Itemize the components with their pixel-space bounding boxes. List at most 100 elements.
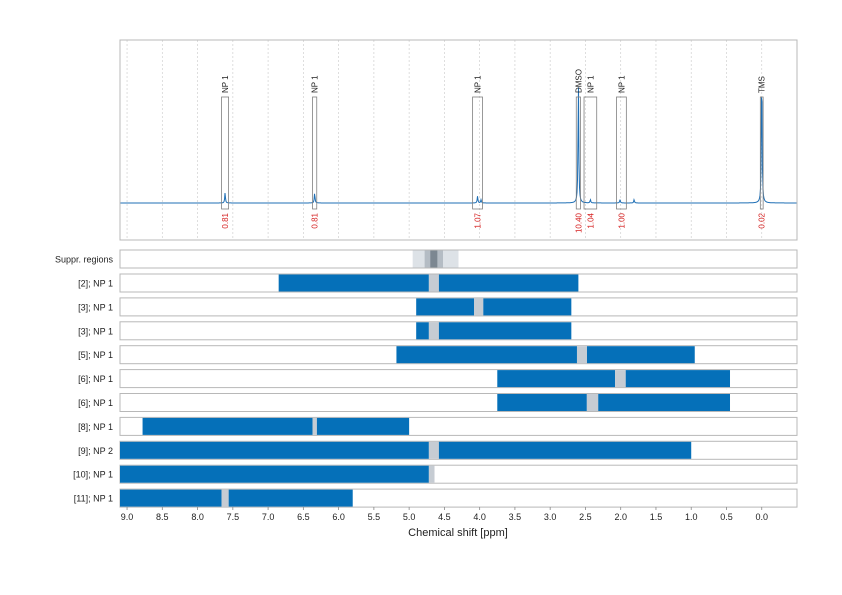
row-9-bar-0 <box>120 489 222 507</box>
region-integral-1: 0.81 <box>311 212 320 228</box>
range-row-0: [2]; NP 1 <box>78 273 798 293</box>
row-label-7: [9]; NP 2 <box>78 446 113 456</box>
row-9-bar-1 <box>228 489 353 507</box>
region-label-3: DMSO <box>574 69 583 93</box>
region-integral-5: 1.00 <box>617 212 626 228</box>
row-2-bar-0 <box>416 322 429 340</box>
region-3: DMSO 10.40 <box>574 69 583 233</box>
row-4-bar-0 <box>497 370 616 388</box>
row-2-bar-1 <box>438 322 572 340</box>
x-tick-label-13: 2.5 <box>579 512 592 522</box>
row-4-gap-0 <box>615 370 626 388</box>
row-5-bar-1 <box>598 394 731 411</box>
region-box-2 <box>472 96 483 210</box>
x-axis: 9.0 8.5 8.0 7.5 7.0 6.5 6.0 5.5 5.0 4.5 4.0 3.5 3.0 2… <box>121 507 768 522</box>
region-1: NP 1 0.81 <box>311 75 320 229</box>
row-1-gap-0 <box>474 298 484 316</box>
x-tick-label-18: 0.0 <box>755 512 768 522</box>
x-tick-label-12: 3.0 <box>544 512 557 522</box>
range-row-6: [8]; NP 1 <box>78 416 798 436</box>
x-axis-label: Chemical shift [ppm] <box>408 527 508 539</box>
spectrum-line <box>120 87 797 204</box>
row-3-gap-0 <box>576 346 587 364</box>
x-tick-label-3: 7.5 <box>227 512 240 522</box>
x-tick-label-9: 4.5 <box>438 512 451 522</box>
range-row-2: [3]; NP 1 <box>78 321 798 341</box>
region-integral-6: 0.02 <box>758 212 767 228</box>
row-label-2: [3]; NP 1 <box>78 326 113 336</box>
range-row-9: [11]; NP 1 <box>74 488 798 508</box>
row-5-bar-0 <box>497 394 587 411</box>
spectrum-border <box>119 39 798 241</box>
x-tick-label-11: 3.5 <box>509 512 522 522</box>
row-7-gap-0 <box>428 441 439 459</box>
x-tick-label-7: 5.5 <box>368 512 381 522</box>
spectrum-panel: NP 1 0.81 NP 1 0.81 NP 1 1.07 DMSO 10.40 NP 1 1.0… <box>119 39 798 241</box>
row-2-gap-0 <box>428 322 439 340</box>
x-tick-label-16: 1.0 <box>685 512 698 522</box>
region-label-4: NP 1 <box>586 75 595 93</box>
x-tick-label-10: 4.0 <box>473 512 486 522</box>
x-tick-label-5: 6.5 <box>297 512 310 522</box>
row-6-bar-0 <box>142 417 313 435</box>
region-4: NP 1 1.04 <box>583 75 598 229</box>
range-row-3: [5]; NP 1 <box>78 345 798 365</box>
region-label-6: TMS <box>758 76 767 93</box>
region-label-2: NP 1 <box>474 75 483 93</box>
region-box-3 <box>575 96 581 210</box>
row-label-6: [8]; NP 1 <box>78 422 113 432</box>
x-tick-label-15: 1.5 <box>650 512 663 522</box>
region-box-0 <box>221 96 230 210</box>
row-8-gap-0 <box>428 465 435 483</box>
x-tick-label-6: 6.0 <box>332 512 345 522</box>
region-0: NP 1 0.81 <box>221 75 230 229</box>
x-tick-label-1: 8.5 <box>156 512 169 522</box>
row-6-bar-1 <box>316 417 410 435</box>
region-2: NP 1 1.07 <box>472 75 483 229</box>
row-label-5: [6]; NP 1 <box>78 398 113 408</box>
row-7-bar-1 <box>438 441 692 459</box>
range-row-1: [3]; NP 1 <box>78 297 798 317</box>
row-0-bar-0 <box>278 274 429 292</box>
x-tick-label-4: 7.0 <box>262 512 275 522</box>
suppression-label: Suppr. regions <box>55 255 114 265</box>
region-integral-0: 0.81 <box>221 212 230 228</box>
row-3-bar-1 <box>586 346 695 364</box>
row-0-gap-0 <box>428 274 439 292</box>
region-box-4 <box>583 96 598 210</box>
region-label-5: NP 1 <box>617 75 626 93</box>
row-label-0: [2]; NP 1 <box>78 279 113 289</box>
region-integral-4: 1.04 <box>586 212 595 228</box>
row-label-8: [10]; NP 1 <box>73 470 113 480</box>
region-6: TMS 0.02 <box>758 76 767 228</box>
row-8-bar-0 <box>120 465 429 483</box>
x-tick-label-2: 8.0 <box>191 512 204 522</box>
region-annotations: NP 1 0.81 NP 1 0.81 NP 1 1.07 DMSO 10.40 NP 1 1.0… <box>221 69 767 233</box>
row-6-gap-0 <box>312 417 317 435</box>
row-5-gap-0 <box>586 394 599 411</box>
row-1-bar-0 <box>416 298 475 316</box>
x-tick-label-0: 9.0 <box>121 512 134 522</box>
region-box-1 <box>312 96 318 210</box>
row-label-1: [3]; NP 1 <box>78 302 113 312</box>
row-label-9: [11]; NP 1 <box>74 494 113 504</box>
range-row-8: [10]; NP 1 <box>73 464 798 484</box>
row-7-bar-0 <box>120 441 429 459</box>
region-box-5 <box>616 96 627 210</box>
region-5: NP 1 1.00 <box>616 75 627 229</box>
row-1-bar-1 <box>483 298 572 316</box>
x-tick-label-14: 2.0 <box>614 512 627 522</box>
row-3-bar-0 <box>396 346 577 364</box>
x-tick-label-8: 5.0 <box>403 512 416 522</box>
region-box-6 <box>759 96 764 210</box>
row-label-4: [6]; NP 1 <box>78 374 113 384</box>
region-integral-2: 1.07 <box>474 212 483 228</box>
range-row-4: [6]; NP 1 <box>78 369 798 389</box>
region-label-0: NP 1 <box>221 75 230 93</box>
region-label-1: NP 1 <box>311 75 320 93</box>
range-rows: [2]; NP 1 [3]; NP 1 [3]; NP 1 [5]; NP 1 [6];… <box>73 273 798 508</box>
suppression-band-2 <box>430 250 438 268</box>
row-9-gap-0 <box>221 489 229 507</box>
range-row-5: [6]; NP 1 <box>78 393 798 412</box>
